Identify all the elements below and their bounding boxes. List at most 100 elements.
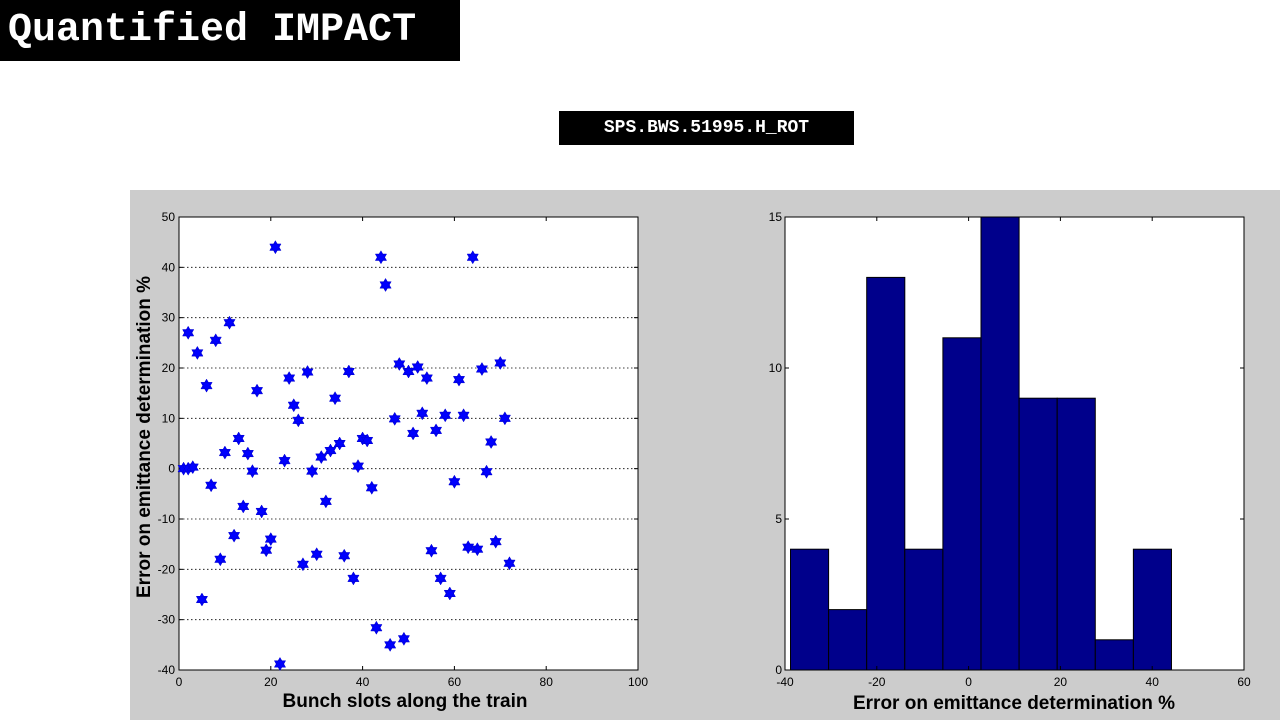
scatter-point bbox=[489, 534, 502, 549]
scatter-point bbox=[306, 464, 319, 479]
scatter-point bbox=[462, 540, 475, 555]
scatter-point bbox=[269, 240, 282, 255]
scatter-point bbox=[301, 365, 314, 380]
scatter-point bbox=[485, 434, 498, 449]
scatter-point bbox=[393, 356, 406, 371]
hist-x-tick-label: 20 bbox=[1054, 675, 1068, 689]
scatter-point bbox=[333, 436, 346, 451]
scatter-point bbox=[324, 443, 337, 458]
scatter-point bbox=[384, 637, 397, 652]
scatter-point bbox=[457, 408, 470, 423]
scatter-x-tick-label: 80 bbox=[540, 675, 554, 689]
scatter-point bbox=[402, 364, 415, 379]
scatter-point bbox=[205, 478, 218, 493]
hist-bar bbox=[1132, 548, 1172, 671]
scatter-point bbox=[214, 552, 227, 567]
hist-x-tick-label: 40 bbox=[1146, 675, 1160, 689]
hist-y-tick-label: 0 bbox=[775, 663, 782, 677]
scatter-point bbox=[342, 364, 355, 379]
device-label: SPS.BWS.51995.H_ROT bbox=[559, 111, 854, 145]
scatter-point bbox=[434, 571, 447, 586]
scatter-point bbox=[186, 460, 199, 475]
scatter-x-tick-label: 20 bbox=[264, 675, 278, 689]
hist-bar bbox=[790, 548, 830, 671]
scatter-y-tick-label: 0 bbox=[168, 462, 175, 476]
scatter-point bbox=[338, 548, 351, 563]
scatter-point bbox=[200, 378, 213, 393]
scatter-point bbox=[292, 413, 305, 428]
scatter-point bbox=[475, 362, 489, 377]
scatter-point bbox=[296, 557, 309, 572]
scatter-point bbox=[397, 631, 410, 646]
scatter-x-tick-label: 0 bbox=[176, 675, 183, 689]
scatter-point bbox=[328, 391, 342, 406]
scatter-point bbox=[420, 371, 433, 386]
hist-x-tick-label: 0 bbox=[965, 675, 972, 689]
scatter-point bbox=[411, 359, 424, 374]
scatter-point bbox=[209, 333, 222, 348]
hist-bar bbox=[866, 276, 906, 671]
scatter-point bbox=[287, 398, 300, 413]
scatter-x-tick-label: 100 bbox=[628, 675, 648, 689]
slide-title: Quantified IMPACT bbox=[0, 0, 460, 61]
scatter-y-tick-label: 40 bbox=[162, 260, 176, 274]
scatter-point bbox=[278, 453, 291, 468]
scatter-point bbox=[374, 250, 388, 265]
hist-y-tick-label: 5 bbox=[775, 512, 782, 526]
scatter-point bbox=[498, 411, 511, 426]
scatter-point bbox=[379, 277, 392, 292]
scatter-point bbox=[466, 250, 479, 265]
scatter-point bbox=[407, 426, 420, 441]
scatter-point bbox=[182, 325, 195, 340]
scatter-point bbox=[237, 499, 250, 514]
scatter-x-axis-label: Bunch slots along the train bbox=[283, 691, 528, 712]
hist-bar bbox=[1094, 639, 1134, 671]
hist-bar bbox=[1018, 397, 1058, 671]
hist-x-axis-label: Error on emittance determination % bbox=[853, 693, 1175, 714]
scatter-y-tick-label: -40 bbox=[158, 663, 176, 677]
scatter-point bbox=[448, 474, 461, 489]
hist-x-tick-label: -40 bbox=[776, 675, 794, 689]
scatter-point bbox=[319, 494, 332, 509]
scatter-point bbox=[250, 383, 264, 398]
scatter-y-tick-label: 20 bbox=[162, 361, 176, 375]
scatter-point bbox=[503, 556, 516, 571]
scatter-point bbox=[232, 431, 245, 446]
scatter-point bbox=[443, 586, 456, 601]
hist-bar bbox=[828, 609, 868, 671]
scatter-point bbox=[315, 450, 328, 465]
scatter-point bbox=[260, 543, 273, 558]
scatter-y-tick-label: 50 bbox=[162, 210, 176, 224]
scatter-point bbox=[255, 504, 268, 519]
scatter-point bbox=[264, 532, 277, 547]
scatter-point bbox=[246, 464, 259, 479]
scatter-y-tick-label: -10 bbox=[158, 512, 176, 526]
scatter-point bbox=[429, 423, 443, 438]
scatter-point bbox=[494, 355, 507, 370]
scatter-point bbox=[310, 547, 323, 562]
hist-x-tick-label: 60 bbox=[1237, 675, 1251, 689]
scatter-y-tick-label: 10 bbox=[162, 411, 176, 425]
scatter-x-tick-label: 40 bbox=[356, 675, 370, 689]
hist-bar bbox=[1056, 397, 1096, 671]
scatter-point bbox=[370, 620, 383, 635]
scatter-y-axis-label: Error on emittance determination % bbox=[134, 276, 155, 598]
scatter-point bbox=[480, 464, 493, 479]
scatter-point bbox=[416, 406, 429, 421]
hist-y-tick-label: 10 bbox=[769, 361, 783, 375]
scatter-point bbox=[218, 445, 231, 460]
scatter-point bbox=[223, 315, 236, 330]
scatter-y-tick-label: -20 bbox=[158, 562, 176, 576]
hist-bar bbox=[942, 337, 982, 671]
hist-x-tick-label: -20 bbox=[868, 675, 886, 689]
scatter-point bbox=[273, 656, 287, 671]
hist-y-tick-label: 15 bbox=[769, 210, 783, 224]
scatter-point bbox=[365, 480, 378, 495]
scatter-point bbox=[388, 411, 401, 426]
scatter-point bbox=[471, 542, 484, 557]
hist-frame bbox=[784, 216, 1245, 671]
scatter-point bbox=[351, 459, 365, 474]
hist-bar bbox=[904, 548, 944, 671]
